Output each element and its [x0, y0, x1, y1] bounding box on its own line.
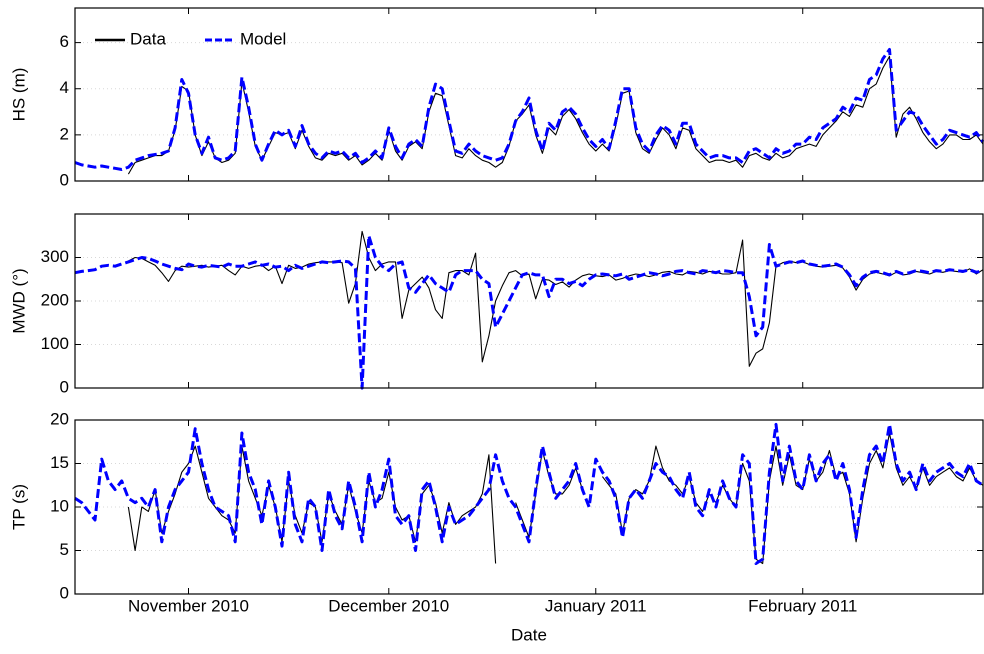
plot-frame — [74, 7, 984, 182]
x-axis-label: Date — [511, 625, 547, 644]
y-tick-label: 10 — [50, 496, 69, 515]
x-tick-label: December 2010 — [328, 596, 449, 615]
y-tick-label: 2 — [60, 124, 69, 143]
series-line — [127, 55, 984, 175]
legend-label: Data — [130, 29, 166, 48]
series-line — [128, 230, 984, 367]
y-tick-label: 0 — [60, 170, 69, 189]
y-tick-label: 4 — [60, 78, 69, 97]
y-axis-label: MWD (°) — [9, 268, 28, 333]
y-tick-label: 20 — [50, 409, 69, 428]
x-tick-label: February 2011 — [748, 596, 857, 615]
x-tick-label: November 2010 — [128, 596, 249, 615]
plot-frame — [74, 213, 984, 389]
y-axis-label: HS (m) — [9, 68, 28, 122]
legend-label: Model — [240, 29, 286, 48]
series-line — [74, 234, 984, 390]
y-tick-label: 300 — [41, 247, 69, 266]
y-axis-label: TP (s) — [9, 484, 28, 530]
y-tick-label: 200 — [41, 290, 69, 309]
y-tick-label: 0 — [60, 583, 69, 602]
series-line — [74, 422, 984, 565]
series-line — [74, 48, 984, 171]
y-tick-label: 100 — [41, 334, 69, 353]
y-tick-label: 5 — [60, 540, 69, 559]
plot-frame — [74, 419, 984, 595]
y-tick-label: 0 — [60, 377, 69, 396]
y-tick-label: 6 — [60, 32, 69, 51]
x-tick-label: January 2011 — [545, 596, 647, 615]
y-tick-label: 15 — [50, 453, 69, 472]
